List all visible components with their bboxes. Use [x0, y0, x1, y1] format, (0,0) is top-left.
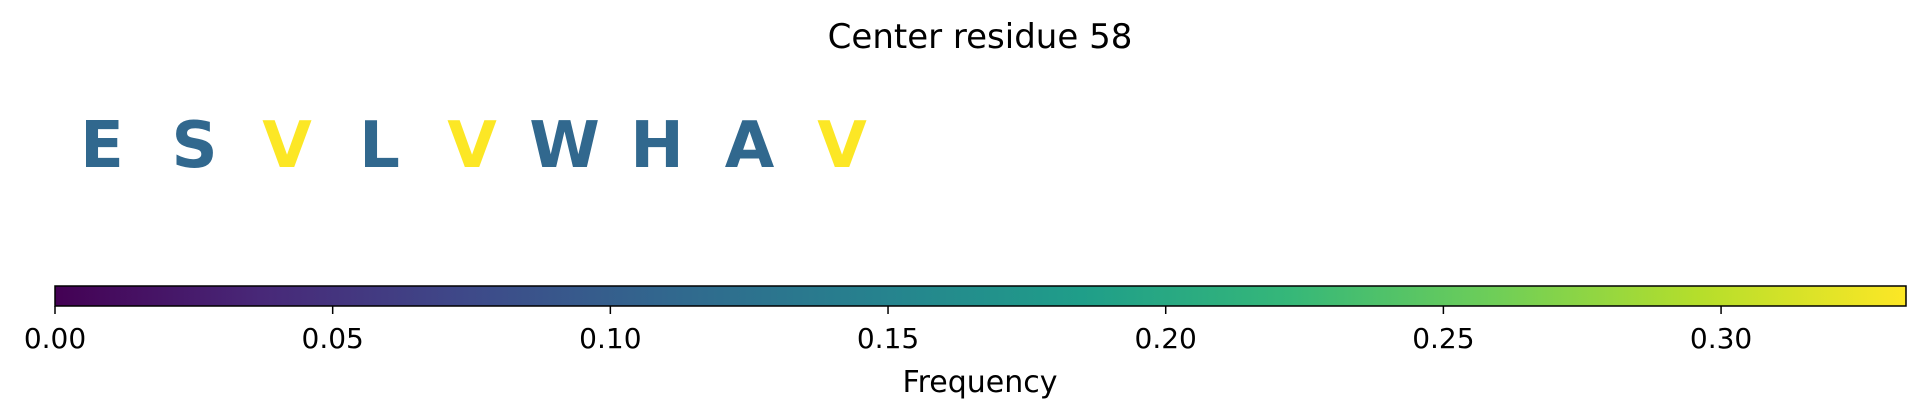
residue-letter: V — [447, 109, 497, 183]
colorbar — [54, 285, 1907, 307]
colorbar-ticks: 0.00 0.05 0.10 0.15 0.20 0.25 0.30 — [24, 306, 1752, 355]
residue-letter: W — [529, 109, 600, 183]
residue-letter: A — [725, 109, 775, 183]
colorbar-tick-label: 0.15 — [857, 322, 919, 355]
colorbar-tick-label: 0.10 — [579, 322, 641, 355]
colorbar-tick-label: 0.30 — [1690, 322, 1752, 355]
colorbar-tick-label: 0.20 — [1135, 322, 1197, 355]
residue-letter: L — [359, 109, 400, 183]
chart-title: Center residue 58 — [828, 17, 1133, 57]
colorbar-label: Frequency — [903, 365, 1058, 400]
residue-letter: E — [80, 109, 124, 183]
colorbar-tick-label: 0.05 — [302, 322, 364, 355]
residue-letter: V — [262, 109, 312, 183]
colorbar-tick-label: 0.00 — [24, 322, 86, 355]
residue-letter: S — [171, 109, 217, 183]
residue-letter: V — [817, 109, 867, 183]
colorbar-tick-label: 0.25 — [1412, 322, 1474, 355]
residue-letter: H — [630, 109, 684, 183]
